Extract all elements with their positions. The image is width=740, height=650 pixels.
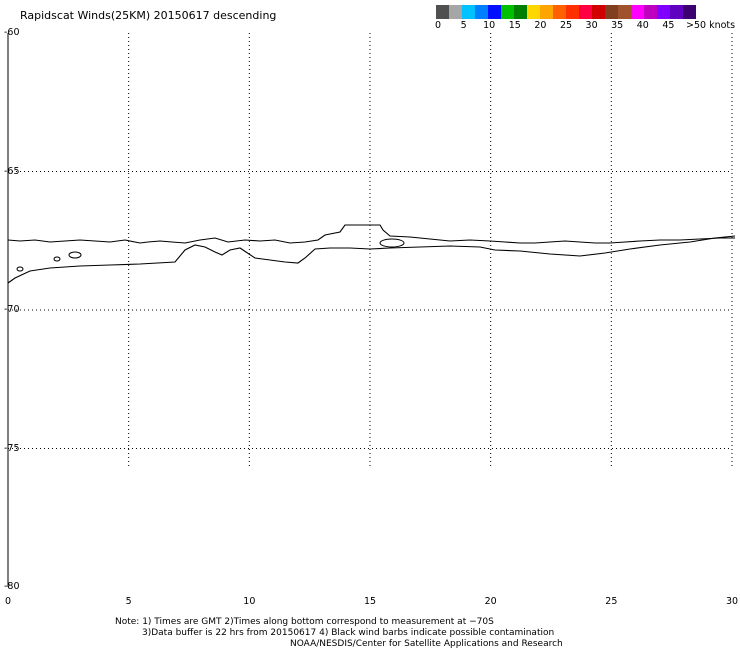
colorbar-segment bbox=[644, 5, 657, 19]
colorbar-segment bbox=[683, 5, 696, 19]
coastline-grounding-line bbox=[7, 235, 736, 284]
colorbar-segment bbox=[553, 5, 566, 19]
footnote-credit: NOAA/NESDIS/Center for Satellite Applica… bbox=[290, 639, 563, 649]
longitude-label: 15 bbox=[363, 596, 377, 607]
colorbar-segment bbox=[670, 5, 683, 19]
colorbar-label: 10 bbox=[483, 20, 496, 31]
colorbar-segment bbox=[579, 5, 592, 19]
island-outline bbox=[16, 266, 24, 272]
latitude-label: -70 bbox=[4, 304, 20, 315]
footnote-line-1: Note: 1) Times are GMT 2)Times along bot… bbox=[115, 617, 494, 627]
colorbar-label: 35 bbox=[611, 20, 624, 31]
island-outline bbox=[379, 238, 405, 248]
colorbar-label: >50 knots bbox=[686, 20, 736, 31]
island-outline bbox=[53, 256, 61, 262]
colorbar-segment bbox=[462, 5, 475, 19]
colorbar-segment bbox=[501, 5, 514, 19]
longitude-label: 20 bbox=[484, 596, 497, 607]
longitude-label: 0 bbox=[4, 596, 12, 607]
longitude-label: 10 bbox=[243, 596, 256, 607]
colorbar-segment bbox=[618, 5, 631, 19]
wind-speed-colorbar bbox=[436, 5, 696, 19]
colorbar-segment bbox=[527, 5, 540, 19]
colorbar-label: 25 bbox=[559, 20, 573, 31]
longitude-label: 5 bbox=[125, 596, 132, 607]
colorbar-segment bbox=[475, 5, 488, 19]
colorbar-segment bbox=[592, 5, 605, 19]
coastline-ice-edge bbox=[7, 224, 735, 244]
colorbar-segment bbox=[631, 5, 644, 19]
colorbar-segment bbox=[540, 5, 553, 19]
latitude-label: -65 bbox=[4, 165, 20, 177]
island-outline bbox=[68, 251, 82, 259]
map-title: Rapidscat Winds(25KM) 20150617 descendin… bbox=[20, 9, 277, 22]
latitude-label: -60 bbox=[4, 27, 20, 38]
footnote-line-2: 3)Data buffer is 22 hrs from 20150617 4)… bbox=[142, 628, 555, 638]
colorbar-segment bbox=[657, 5, 670, 19]
colorbar-segment bbox=[514, 5, 527, 19]
colorbar-segment bbox=[488, 5, 501, 19]
colorbar-label: 15 bbox=[508, 20, 521, 31]
colorbar-label: 40 bbox=[636, 20, 649, 31]
colorbar-segment bbox=[449, 5, 462, 19]
colorbar-label: 20 bbox=[534, 20, 547, 31]
latitude-label: -80 bbox=[4, 581, 20, 592]
colorbar-segment bbox=[436, 5, 449, 19]
longitude-label: 30 bbox=[725, 596, 739, 607]
latitude-label: -75 bbox=[4, 442, 20, 454]
colorbar-label: 45 bbox=[662, 20, 675, 31]
colorbar-segment bbox=[566, 5, 579, 19]
colorbar-segment bbox=[605, 5, 618, 19]
colorbar-label: 0 bbox=[434, 20, 442, 31]
colorbar-label: 5 bbox=[460, 20, 467, 31]
colorbar-label: 30 bbox=[585, 20, 598, 31]
longitude-label: 25 bbox=[605, 596, 618, 607]
